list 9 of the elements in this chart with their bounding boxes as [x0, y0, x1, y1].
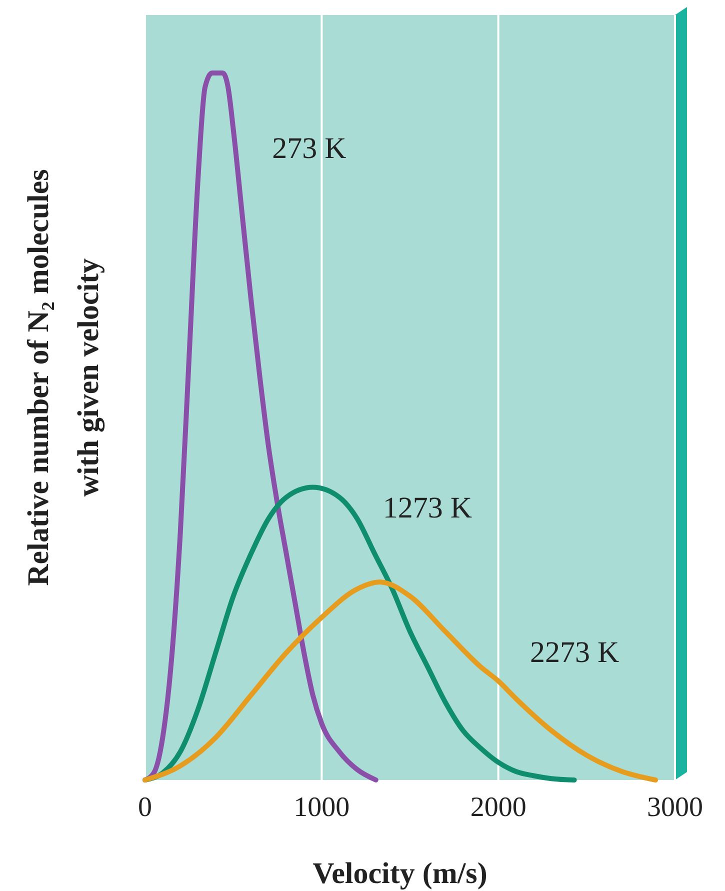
x-tick-label: 3000 [647, 792, 703, 823]
x-tick-label: 1000 [294, 792, 350, 823]
x-tick-label: 0 [138, 792, 152, 823]
series-label: 1273 K [382, 491, 472, 524]
x-axis-title: Velocity (m/s) [312, 857, 488, 890]
y-axis-title: Relative number of N₂ molecules with given velocity [22, 169, 105, 586]
x-tick-label: 2000 [470, 792, 526, 823]
series-label: 2273 K [530, 636, 620, 670]
series-label: 273 K [272, 132, 347, 165]
